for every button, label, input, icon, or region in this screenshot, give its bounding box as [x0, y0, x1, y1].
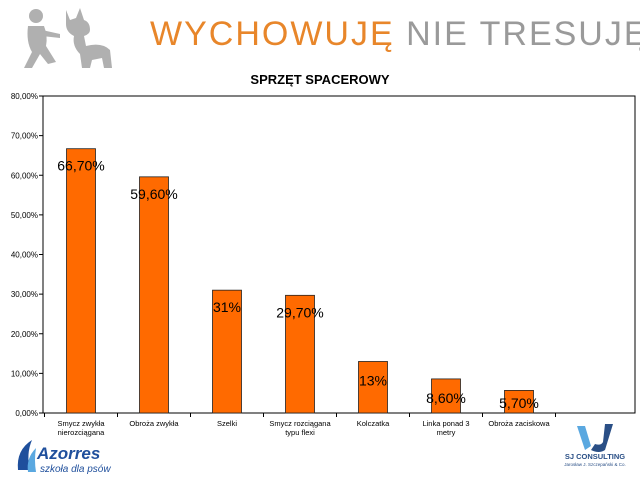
x-tick-label: Obroża zaciskowa [488, 419, 550, 428]
y-tick-label: 60,00% [11, 171, 38, 180]
x-tick-label: Linka ponad 3 [422, 419, 469, 428]
bar [431, 378, 461, 414]
data-label: 5,70% [499, 395, 539, 411]
slide-header: WYCHOWUJĘ NIE TRESUJĘ [0, 0, 640, 68]
x-tick-label: Smycz rozciągana [269, 419, 331, 428]
data-label: 31% [213, 299, 241, 315]
brand-name: Azorres [37, 444, 101, 463]
x-tick-label: metry [437, 428, 456, 437]
brand-tagline: szkoła dla psów [40, 464, 111, 475]
y-tick-label: 20,00% [11, 330, 38, 339]
data-label: 66,70% [57, 158, 104, 174]
bar [285, 294, 315, 414]
bar [358, 361, 388, 414]
azorres-logo-icon [17, 440, 36, 472]
plot-area [42, 95, 636, 414]
y-tick-label: 50,00% [11, 211, 38, 220]
y-tick-label: 0,00% [15, 409, 38, 418]
x-tick-label: Kolczatka [357, 419, 390, 428]
data-label: 13% [359, 372, 387, 388]
bar [139, 176, 169, 414]
bar [66, 148, 96, 414]
x-tick-label: typu flexi [285, 428, 315, 437]
y-tick-label: 70,00% [11, 132, 38, 141]
slide-title-accent: WYCHOWUJĘ [150, 15, 395, 53]
partner-subtitle: Jarosław J. Szczepański & Co. [564, 462, 626, 467]
x-tick-label: Szelki [217, 419, 237, 428]
dog-and-person-logo-icon [24, 8, 112, 68]
slide-title: WYCHOWUJĘ NIE TRESUJĘ [150, 14, 640, 54]
bar [504, 390, 534, 414]
partner-name: SJ CONSULTING [564, 452, 626, 461]
y-tick-label: 40,00% [11, 251, 38, 260]
y-tick-label: 80,00% [11, 92, 38, 101]
x-tick-label: Obroża zwykła [129, 419, 179, 428]
data-label: 8,60% [426, 390, 466, 406]
bar [212, 289, 242, 414]
bar-chart: 0,00% 10,00% 20,00% 30,00% 40,00% 50,00% 60,00… [11, 92, 636, 437]
data-label: 59,60% [130, 186, 177, 202]
x-tick-label: nierozciągana [58, 428, 106, 437]
y-tick-label: 30,00% [11, 290, 38, 299]
y-tick-label: 10,00% [11, 369, 38, 378]
sj-consulting-logo-icon [577, 424, 613, 452]
x-tick-label: Smycz zwykła [57, 419, 105, 428]
slide-title-rest: NIE TRESUJĘ [406, 15, 640, 53]
chart-title: SPRZĘT SPACEROWY [250, 72, 390, 87]
data-label: 29,70% [276, 304, 323, 320]
